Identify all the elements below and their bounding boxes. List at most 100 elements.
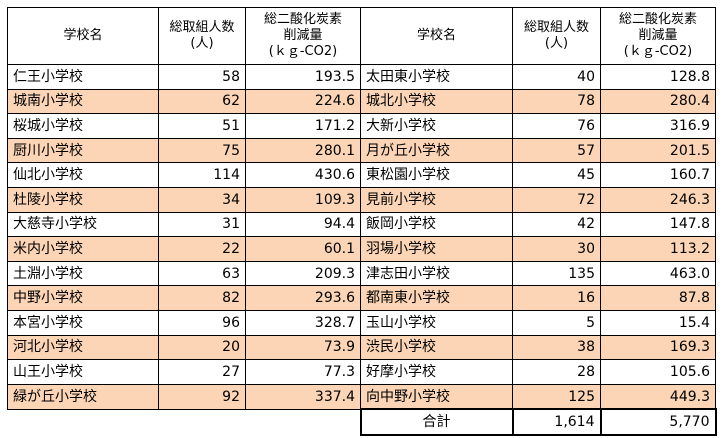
school-name-right: 大新小学校 (360, 113, 513, 139)
co2-left: 328.7 (245, 309, 361, 336)
co2-right: 316.9 (600, 113, 716, 139)
table-row: 城南小学校 62 224.6 城北小学校 78 280.4 (7, 88, 716, 115)
school-name-right: 東松園小学校 (360, 162, 513, 188)
header-participants-left: 総取組人数 (人) (158, 7, 246, 65)
co2-right: 147.8 (600, 211, 716, 238)
table-row: 山王小学校 27 77.3 好摩小学校 28 105.6 (7, 359, 716, 385)
co2-right: 169.3 (600, 334, 716, 361)
participants-left: 82 (158, 285, 246, 311)
school-name-left: 米内小学校 (7, 236, 159, 262)
participants-right: 135 (512, 260, 601, 287)
table-row: 仁王小学校 58 193.5 太田東小学校 40 128.8 (7, 64, 716, 90)
co2-right: 160.7 (600, 162, 716, 188)
school-name-right: 都南東小学校 (360, 285, 513, 311)
co2-left: 60.1 (245, 236, 361, 262)
total-label: 合計 (359, 408, 514, 436)
participants-left: 27 (158, 359, 246, 385)
school-name-right: 羽場小学校 (360, 236, 513, 262)
participants-right: 72 (512, 186, 601, 213)
co2-left: 209.3 (245, 260, 361, 287)
total-row: 合計 1,614 5,770 (8, 408, 717, 436)
school-name-right: 太田東小学校 (360, 64, 513, 90)
school-name-left: 中野小学校 (7, 285, 159, 311)
table-row: 緑が丘小学校 92 337.4 向中野小学校 125 449.3 (7, 383, 716, 410)
table-row: 本宮小学校 96 328.7 玉山小学校 5 15.4 (7, 309, 716, 336)
header-school-right: 学校名 (360, 7, 513, 65)
school-name-left: 杜陵小学校 (7, 186, 159, 213)
participants-right: 5 (512, 309, 601, 336)
school-name-right: 見前小学校 (360, 186, 513, 213)
school-name-right: 玉山小学校 (360, 309, 513, 336)
table-row: 杜陵小学校 34 109.3 見前小学校 72 246.3 (7, 186, 716, 213)
participants-left: 31 (158, 211, 246, 238)
co2-left: 280.1 (245, 137, 361, 164)
header-participants-right: 総取組人数 (人) (512, 7, 601, 65)
participants-left: 20 (158, 334, 246, 361)
header-school-left: 学校名 (7, 7, 159, 65)
participants-right: 78 (512, 88, 601, 115)
co2-right: 15.4 (600, 309, 716, 336)
table-row: 米内小学校 22 60.1 羽場小学校 30 113.2 (7, 236, 716, 262)
header-row: 学校名 総取組人数 (人) 総二酸化炭素 削減量 (ｋｇ-CO2) 学校名 総取組人数… (7, 7, 716, 65)
school-name-right: 向中野小学校 (360, 383, 513, 410)
school-name-left: 山王小学校 (7, 359, 159, 385)
participants-right: 76 (512, 113, 601, 139)
co2-right: 128.8 (600, 64, 716, 90)
total-spacer (8, 409, 361, 435)
co2-right: 449.3 (600, 383, 716, 410)
co2-left: 193.5 (245, 64, 361, 90)
participants-right: 38 (512, 334, 601, 361)
co2-left: 94.4 (245, 211, 361, 238)
header-co2-left: 総二酸化炭素 削減量 (ｋｇ-CO2) (245, 7, 361, 65)
school-name-left: 仁王小学校 (7, 64, 159, 90)
school-name-left: 厨川小学校 (7, 137, 159, 164)
co2-right: 246.3 (600, 186, 716, 213)
total-participants: 1,614 (511, 408, 602, 436)
co2-left: 73.9 (245, 334, 361, 361)
co2-right: 201.5 (600, 137, 716, 164)
participants-right: 28 (512, 359, 601, 385)
co2-right: 105.6 (600, 359, 716, 385)
school-name-left: 河北小学校 (7, 334, 159, 361)
school-name-right: 好摩小学校 (360, 359, 513, 385)
school-name-left: 仙北小学校 (7, 162, 159, 188)
participants-left: 96 (158, 309, 246, 336)
table-row: 河北小学校 20 73.9 渋民小学校 38 169.3 (7, 334, 716, 361)
co2-left: 109.3 (245, 186, 361, 213)
table-row: 中野小学校 82 293.6 都南東小学校 16 87.8 (7, 285, 716, 311)
school-name-left: 大慈寺小学校 (7, 211, 159, 238)
participants-left: 34 (158, 186, 246, 213)
table-body: 学校名 総取組人数 (人) 総二酸化炭素 削減量 (ｋｇ-CO2) 学校名 総取組人数… (7, 7, 717, 436)
school-name-left: 桜城小学校 (7, 113, 159, 139)
school-name-right: 月が丘小学校 (360, 137, 513, 164)
participants-right: 40 (512, 64, 601, 90)
school-co2-table: 学校名 総取組人数 (人) 総二酸化炭素 削減量 (ｋｇ-CO2) 学校名 総取組人数… (7, 7, 717, 436)
participants-left: 51 (158, 113, 246, 139)
co2-left: 77.3 (245, 359, 361, 385)
school-name-right: 城北小学校 (360, 88, 513, 115)
participants-right: 16 (512, 285, 601, 311)
table-row: 大慈寺小学校 31 94.4 飯岡小学校 42 147.8 (7, 211, 716, 238)
participants-right: 57 (512, 137, 601, 164)
participants-right: 45 (512, 162, 601, 188)
header-co2-right: 総二酸化炭素 削減量 (ｋｇ-CO2) (600, 7, 716, 65)
participants-right: 30 (512, 236, 601, 262)
total-co2: 5,770 (599, 408, 717, 436)
table-row: 桜城小学校 51 171.2 大新小学校 76 316.9 (7, 113, 716, 139)
participants-right: 42 (512, 211, 601, 238)
co2-left: 224.6 (245, 88, 361, 115)
co2-left: 337.4 (245, 383, 361, 410)
participants-left: 58 (158, 64, 246, 90)
participants-left: 22 (158, 236, 246, 262)
co2-right: 463.0 (600, 260, 716, 287)
co2-right: 113.2 (600, 236, 716, 262)
table-row: 仙北小学校 114 430.6 東松園小学校 45 160.7 (7, 162, 716, 188)
table-row: 土淵小学校 63 209.3 津志田小学校 135 463.0 (7, 260, 716, 287)
school-name-right: 飯岡小学校 (360, 211, 513, 238)
school-name-left: 本宮小学校 (7, 309, 159, 336)
school-name-right: 渋民小学校 (360, 334, 513, 361)
co2-left: 430.6 (245, 162, 361, 188)
co2-left: 171.2 (245, 113, 361, 139)
participants-left: 92 (158, 383, 246, 410)
participants-left: 62 (158, 88, 246, 115)
